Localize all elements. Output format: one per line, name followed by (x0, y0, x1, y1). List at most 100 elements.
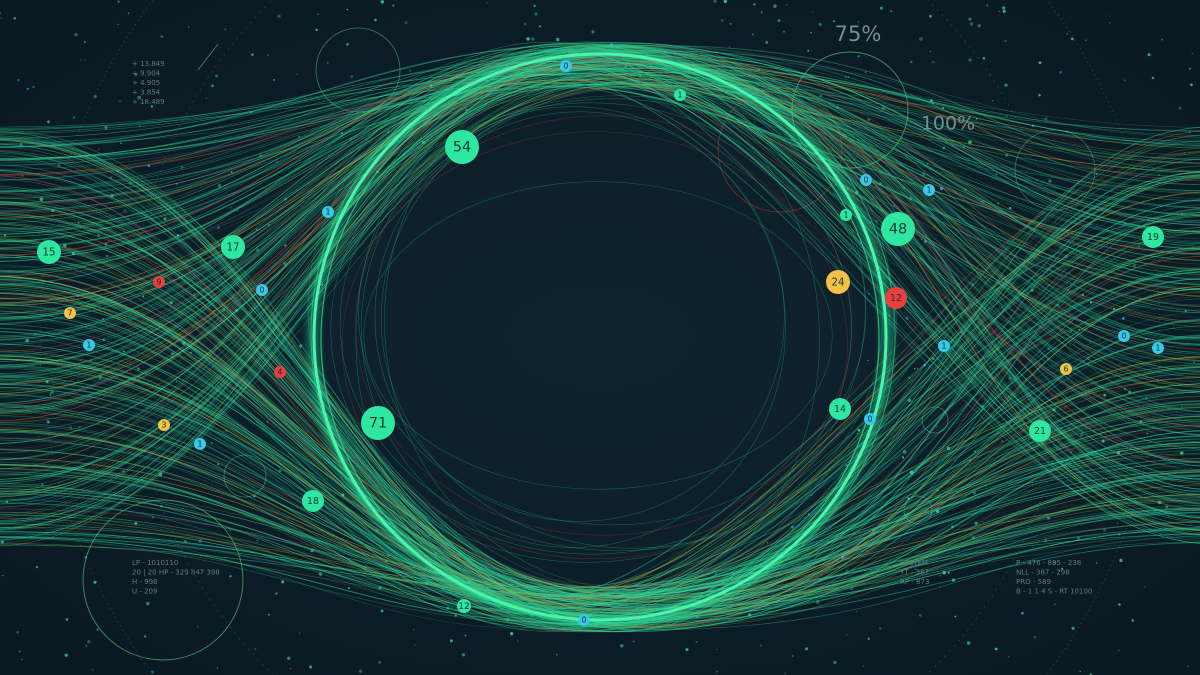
dust (1118, 649, 1120, 652)
dust (84, 59, 86, 61)
dust (946, 446, 951, 451)
flow-line (0, 68, 1200, 232)
dust (57, 163, 61, 167)
dust (926, 163, 929, 165)
dust (76, 294, 79, 298)
dust (1157, 500, 1162, 505)
dust (994, 647, 998, 651)
dust (1002, 6, 1006, 10)
dust (122, 350, 125, 353)
dust (145, 407, 149, 410)
dust (969, 22, 974, 26)
flow-line (0, 41, 1200, 223)
dust (554, 606, 557, 608)
dust (968, 58, 972, 62)
dust (80, 59, 82, 61)
dust (92, 669, 94, 671)
flow-line (0, 63, 1200, 323)
dust (902, 450, 907, 454)
node (322, 206, 334, 218)
flow-line (0, 78, 1200, 544)
dust (530, 614, 533, 617)
dust (161, 410, 164, 413)
dust (198, 539, 202, 543)
dust (909, 196, 913, 200)
dust (230, 206, 232, 209)
dust (964, 188, 967, 191)
dust (1103, 528, 1107, 532)
dust (867, 118, 871, 121)
dust (760, 644, 762, 647)
tick-line (197, 43, 219, 71)
dust (908, 376, 911, 379)
dust (160, 505, 163, 508)
dust (1058, 569, 1060, 572)
flow-line (0, 134, 1200, 591)
dust (753, 3, 756, 6)
dust (971, 536, 976, 540)
flow-line (0, 278, 1200, 606)
dust (1178, 106, 1182, 110)
dust (378, 661, 381, 664)
dust (1151, 76, 1155, 80)
dust (484, 598, 487, 600)
dust (929, 50, 932, 53)
flow-line (0, 44, 1200, 380)
dust (1184, 309, 1188, 312)
dust (696, 616, 699, 619)
flow-line (0, 45, 1200, 378)
inner-arc (374, 111, 785, 522)
inner-arc (361, 106, 786, 548)
dust (673, 52, 676, 55)
flow-line (0, 61, 1200, 354)
dust (1052, 561, 1057, 565)
dust (216, 667, 218, 669)
dust (526, 37, 530, 41)
dust (920, 238, 923, 240)
dust (951, 578, 956, 582)
flow-line (0, 248, 1200, 592)
dust (916, 368, 918, 370)
dust (1070, 330, 1072, 332)
dust (867, 637, 870, 640)
dust (277, 14, 281, 18)
dust (122, 470, 125, 473)
flow-line (0, 172, 1200, 594)
flow-line (0, 207, 1200, 605)
dust (85, 645, 88, 647)
dust (1180, 451, 1184, 455)
dust (225, 187, 227, 189)
dust (1064, 254, 1068, 259)
dust (449, 639, 453, 643)
node-label: 9 (157, 278, 162, 287)
flow-line (0, 288, 1200, 597)
dust (414, 644, 416, 646)
node (829, 398, 851, 420)
dust (464, 634, 467, 637)
dust (104, 126, 108, 129)
flow-line (0, 215, 1200, 611)
dust (254, 648, 257, 650)
dust (387, 130, 390, 134)
dust (144, 635, 147, 638)
flow-line (0, 85, 1200, 424)
flow-line (0, 86, 1200, 482)
flow-line (0, 284, 1200, 627)
dust (1009, 207, 1012, 210)
dust (713, 0, 717, 3)
node (578, 614, 590, 626)
dust (18, 650, 21, 653)
dust (434, 552, 437, 555)
dust (1168, 515, 1170, 517)
flow-line (0, 60, 1200, 148)
dust (122, 489, 124, 492)
dust (929, 99, 933, 103)
inner-arc (330, 102, 852, 555)
dust (1117, 451, 1121, 455)
node (83, 339, 95, 351)
dust (913, 367, 916, 370)
flow-line (0, 66, 1200, 394)
dust (992, 100, 994, 102)
dust (189, 351, 192, 354)
dust (171, 401, 173, 404)
